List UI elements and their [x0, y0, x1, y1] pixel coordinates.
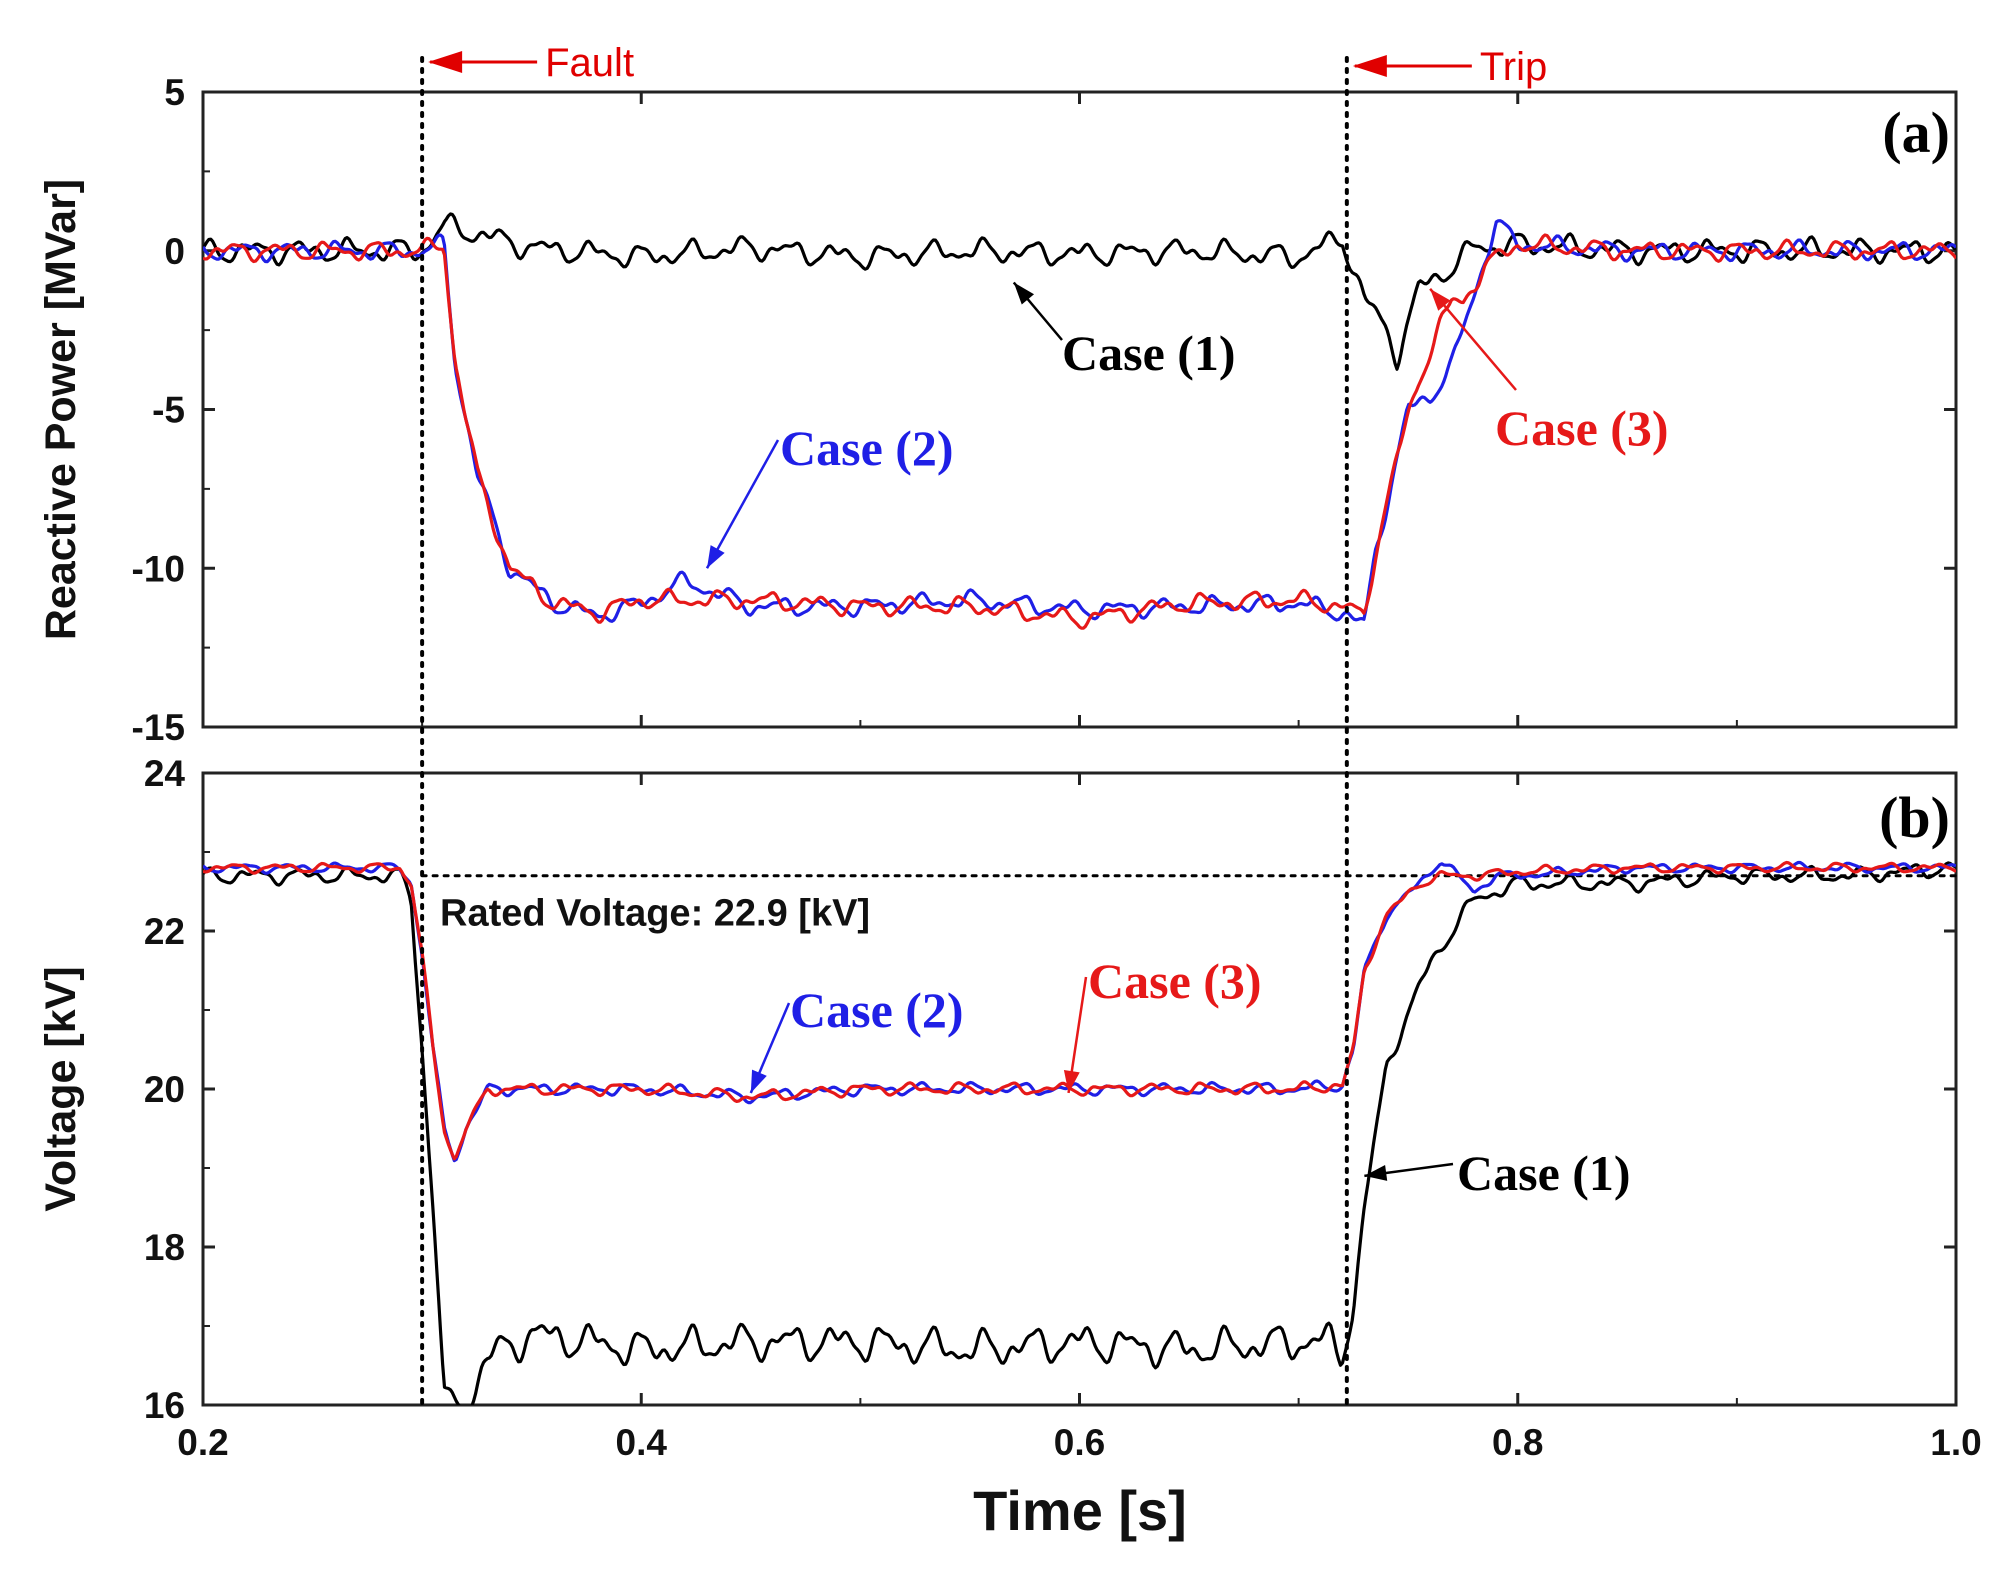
panel-b-ytick-label: 18	[144, 1227, 185, 1268]
panel-a-tag: (a)	[1882, 100, 1950, 165]
overlay-layer: Case (1) Case (2) Case (3) Case (2) Case (3)…	[420, 41, 1669, 1407]
x-tick-label: 0.2	[177, 1422, 228, 1463]
panel-a-annotation-arrow	[1429, 288, 1517, 391]
panel-a-annotation-label: Case (2)	[780, 420, 954, 476]
x-tick-label: 0.6	[1054, 1422, 1105, 1463]
rated-voltage-label: Rated Voltage: 22.9 [kV]	[440, 893, 870, 935]
trip-event-arrowhead	[1352, 55, 1387, 77]
trip-event-label: Trip	[1480, 45, 1547, 89]
panel-a-ytick-label: -5	[152, 390, 185, 431]
panel-a-ytick-label: -10	[132, 548, 185, 589]
panel-b-annotation-arrowhead	[1063, 1070, 1080, 1093]
panel-b-series-case-3	[203, 860, 1956, 1161]
fault-event-label: Fault	[545, 41, 634, 85]
panel-a-annotation-label: Case (1)	[1062, 325, 1236, 381]
panel-b-series-group	[203, 860, 1956, 1405]
x-tick-label: 0.4	[616, 1422, 668, 1463]
panel-a-ytick-label: 0	[164, 231, 185, 272]
panel-b-ytick-label: 24	[144, 753, 186, 794]
panel-b-annotation-arrowhead	[1364, 1165, 1388, 1181]
panel-b-tag: (b)	[1879, 785, 1950, 850]
panel-b-annotation-label: Case (1)	[1457, 1145, 1631, 1201]
x-tick-label: 1.0	[1930, 1422, 1981, 1463]
panel-a-series-case-2	[203, 219, 1956, 623]
panel-a-series-group	[203, 212, 1956, 630]
panel-b-annotation-label: Case (2)	[790, 982, 964, 1038]
panel-b-ytick-label: 16	[144, 1385, 185, 1426]
panel-a-annotation-label: Case (3)	[1495, 400, 1669, 456]
panel-a-y-axis-title: Reactive Power [MVar]	[37, 179, 85, 640]
panel-b-annotation-arrowhead	[750, 1069, 767, 1093]
panel-b-ytick-label: 22	[144, 911, 185, 952]
x-tick-label: 0.8	[1492, 1422, 1543, 1463]
panel-b-annotation-label: Case (3)	[1088, 953, 1262, 1009]
panel-b-ytick-label: 20	[144, 1069, 185, 1110]
panel-a-ytick-label: 5	[164, 72, 185, 113]
panel-b-y-axis-title: Voltage [kV]	[37, 966, 85, 1211]
panel-b-series-case-1	[203, 861, 1956, 1405]
panel-a-annotation-arrow	[705, 439, 780, 569]
x-axis-title: Time [s]	[973, 1479, 1187, 1542]
fault-event-arrowhead	[428, 51, 463, 73]
panel-a-annotation-arrowhead	[1430, 288, 1451, 311]
panel-a-annotation-arrowhead	[706, 545, 725, 569]
plot-layer: 5 0 -5 -10 -15 Reactive Power [MVar] (a) 24 22 20…	[37, 72, 1982, 1463]
panel-a-ytick-label: -15	[132, 707, 185, 748]
panel-b-series-case-2	[203, 860, 1956, 1163]
panel-a-series-case-3	[203, 233, 1956, 630]
panel-a-annotation-arrowhead	[1013, 282, 1035, 305]
